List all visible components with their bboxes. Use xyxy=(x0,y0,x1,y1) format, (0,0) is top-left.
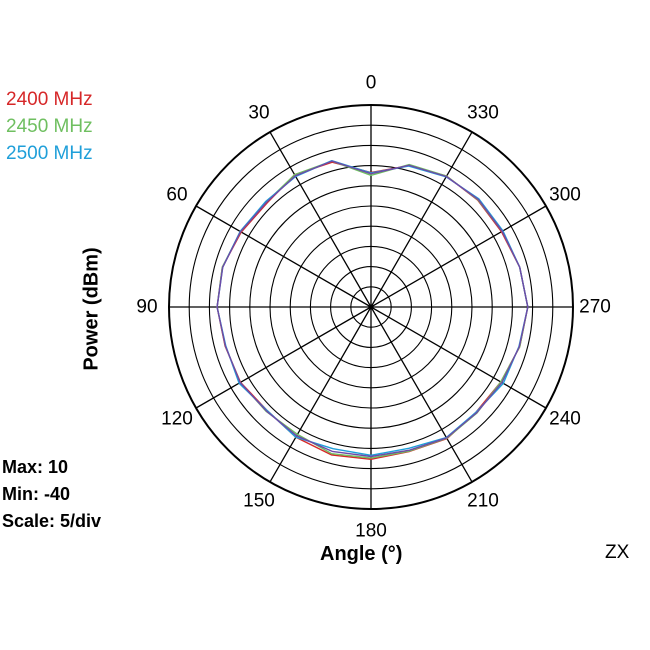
legend-item-2450: 2450 MHz xyxy=(6,116,93,137)
scale-value: Scale: 5/div xyxy=(2,511,102,531)
angle-labels: 0 30 60 90 120 150 180 210 240 270 300 330 xyxy=(136,73,610,542)
angle-tick-label: 90 xyxy=(136,297,157,318)
angle-tick-label: 180 xyxy=(355,521,387,542)
grid-spoke xyxy=(370,131,473,308)
grid-spoke xyxy=(269,131,372,308)
angle-tick-label: 0 xyxy=(366,73,377,94)
angle-tick-label: 240 xyxy=(549,409,581,430)
series-line-0 xyxy=(216,161,529,460)
plane-label: ZX xyxy=(605,542,630,563)
series-line-3 xyxy=(216,160,529,458)
grid-spoke xyxy=(195,306,372,409)
legend-item-2400: 2400 MHz xyxy=(6,89,93,110)
min-value: Min: -40 xyxy=(2,484,71,504)
legend-item-2500: 2500 MHz xyxy=(6,143,93,164)
angle-tick-label: 210 xyxy=(467,491,499,512)
angle-tick-label: 270 xyxy=(579,297,611,318)
angle-tick-label: 330 xyxy=(467,103,499,124)
grid-spoke xyxy=(269,306,372,483)
polar-grid xyxy=(168,104,574,510)
angle-tick-label: 120 xyxy=(161,409,193,430)
grid-spoke xyxy=(370,306,473,483)
angle-tick-label: 150 xyxy=(243,491,275,512)
angle-tick-label: 300 xyxy=(549,185,581,206)
x-axis-label: Angle (°) xyxy=(320,543,403,565)
series-lines xyxy=(216,159,529,460)
grid-spoke xyxy=(370,306,547,409)
max-value: Max: 10 xyxy=(2,457,69,477)
y-axis-label: Power (dBm) xyxy=(80,247,103,371)
angle-tick-label: 60 xyxy=(166,185,187,206)
angle-tick-label: 30 xyxy=(248,103,269,124)
grid-spoke xyxy=(195,205,372,308)
grid-spoke xyxy=(370,205,547,308)
